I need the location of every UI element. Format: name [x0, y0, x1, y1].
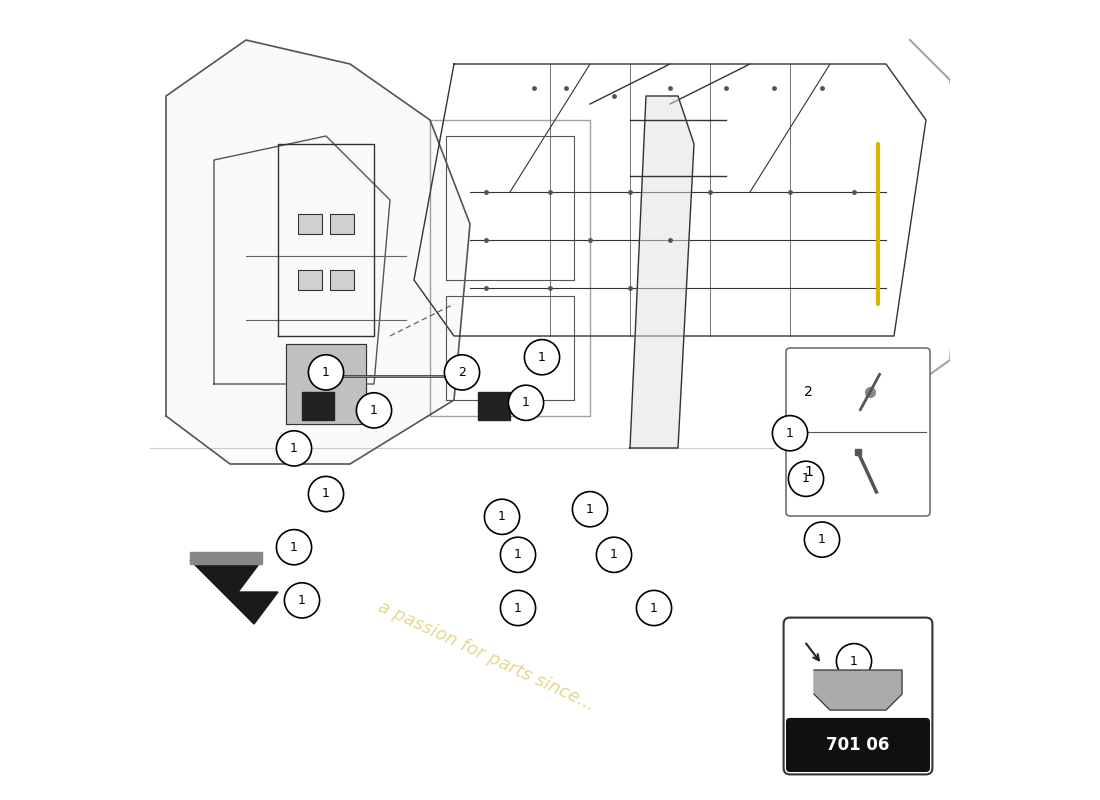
Text: 1: 1	[850, 654, 858, 668]
Text: 1: 1	[322, 487, 330, 501]
Circle shape	[500, 590, 536, 626]
Bar	[298, 270, 322, 290]
Bar	[478, 392, 510, 420]
Polygon shape	[286, 344, 366, 424]
FancyBboxPatch shape	[786, 348, 930, 516]
Text: 1: 1	[290, 541, 298, 554]
Circle shape	[637, 590, 672, 626]
Text: 1: 1	[522, 396, 530, 410]
Circle shape	[804, 522, 839, 557]
Text: 1: 1	[818, 533, 826, 546]
Circle shape	[285, 582, 320, 618]
Text: 1: 1	[538, 350, 546, 364]
Circle shape	[500, 538, 536, 573]
Text: 1: 1	[370, 404, 378, 417]
Bar	[302, 392, 334, 420]
Polygon shape	[190, 560, 278, 624]
FancyBboxPatch shape	[786, 718, 930, 772]
FancyBboxPatch shape	[783, 618, 933, 774]
Text: 1: 1	[802, 472, 810, 486]
Circle shape	[596, 538, 631, 573]
Circle shape	[308, 476, 343, 512]
Text: a passion for parts since...: a passion for parts since...	[375, 598, 597, 714]
Bar	[330, 214, 354, 234]
Bar	[330, 270, 354, 290]
Circle shape	[508, 385, 543, 421]
Text: 2: 2	[458, 366, 466, 379]
Text: 1: 1	[498, 510, 506, 523]
Text: 1: 1	[298, 594, 306, 607]
Text: 2: 2	[804, 385, 813, 399]
Circle shape	[525, 339, 560, 374]
Circle shape	[572, 491, 607, 527]
Text: 1: 1	[514, 602, 521, 614]
Polygon shape	[814, 670, 902, 710]
Polygon shape	[166, 40, 470, 464]
Circle shape	[772, 416, 807, 451]
Circle shape	[308, 355, 343, 390]
Circle shape	[444, 355, 480, 390]
Text: 1: 1	[586, 502, 594, 516]
Text: 1: 1	[514, 548, 521, 562]
Polygon shape	[190, 552, 262, 564]
Text: 1: 1	[786, 426, 794, 440]
Text: 701 06: 701 06	[826, 736, 890, 754]
Circle shape	[356, 393, 392, 428]
Polygon shape	[630, 96, 694, 448]
Circle shape	[276, 530, 311, 565]
Text: 1: 1	[290, 442, 298, 455]
Text: 1: 1	[322, 366, 330, 379]
Circle shape	[276, 430, 311, 466]
Circle shape	[789, 461, 824, 496]
Text: 1: 1	[650, 602, 658, 614]
Text: 1: 1	[804, 465, 813, 479]
Bar	[298, 214, 322, 234]
Circle shape	[836, 643, 871, 678]
Text: 1: 1	[610, 548, 618, 562]
Circle shape	[484, 499, 519, 534]
